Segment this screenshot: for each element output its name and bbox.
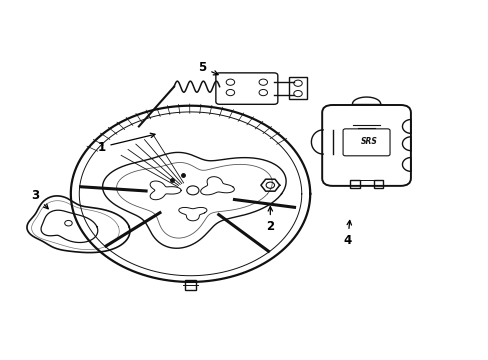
Bar [185, 280, 195, 290]
Text: 1: 1 [97, 133, 155, 154]
Bar [288, 77, 306, 99]
Text: 3: 3 [31, 189, 48, 209]
Bar [349, 180, 359, 188]
Text: 5: 5 [198, 61, 218, 75]
Bar [373, 180, 382, 188]
Text: 2: 2 [265, 207, 274, 233]
Text: SRS: SRS [360, 138, 377, 147]
Text: 4: 4 [343, 220, 351, 247]
